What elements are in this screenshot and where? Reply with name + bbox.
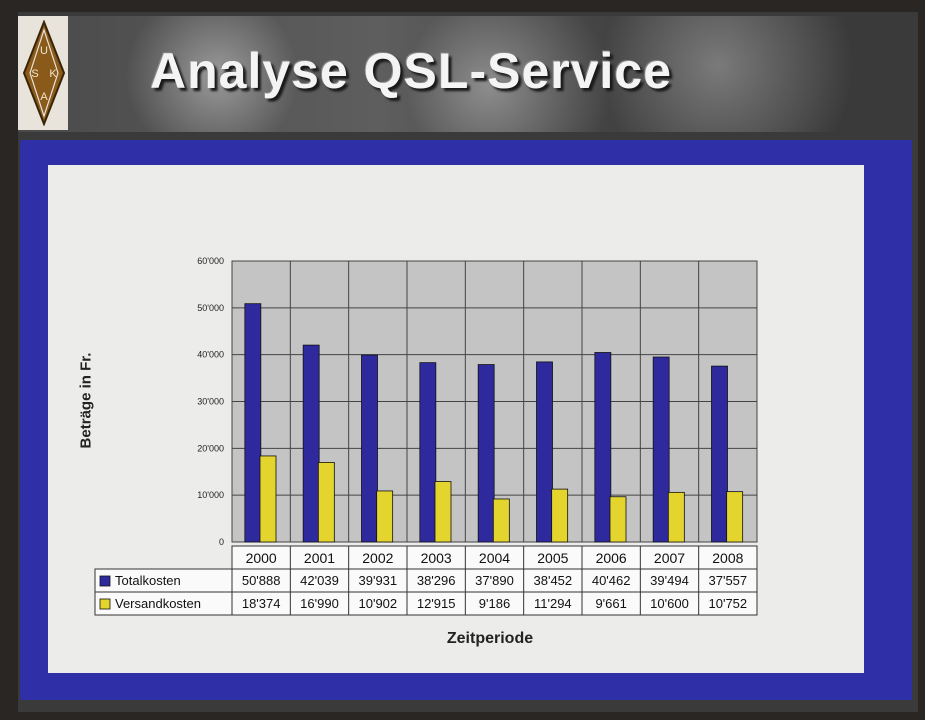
logo-letter: K — [49, 68, 57, 80]
logo-letter: A — [40, 91, 48, 103]
x-tick-label: 2003 — [421, 550, 452, 566]
legend-label: Totalkosten — [115, 573, 181, 588]
x-tick-label: 2000 — [246, 550, 277, 566]
x-tick-label: 2006 — [596, 550, 627, 566]
y-axis-label: Beträge in Fr. — [77, 352, 95, 449]
data-label: 38'452 — [534, 573, 573, 588]
bar-versandkosten-2004 — [492, 498, 510, 543]
bar-versandkosten-2007 — [667, 491, 685, 543]
bar-totalkosten-2008 — [711, 365, 728, 543]
data-label: 39'931 — [359, 573, 398, 588]
bar-totalkosten-2004 — [477, 364, 495, 543]
logo-letter: S — [31, 68, 38, 80]
legend-swatch — [99, 598, 111, 610]
bar-versandkosten-2003 — [434, 481, 452, 543]
data-label: 18'374 — [242, 596, 281, 611]
data-label: 16'990 — [300, 596, 339, 611]
data-label: 9'186 — [479, 596, 510, 611]
y-axis: 0 10'000 20'000 30'000 40'000 50'000 60'000 — [197, 256, 224, 547]
y-tick-label: 20'000 — [197, 443, 224, 453]
data-label: 40'462 — [592, 573, 631, 588]
bar-totalkosten-2002 — [361, 354, 378, 543]
data-label: 10'600 — [650, 596, 689, 611]
logo-letter: U — [40, 45, 48, 57]
x-tick-label: 2008 — [712, 550, 743, 566]
y-tick-label: 60'000 — [197, 256, 224, 266]
data-label: 37'557 — [709, 573, 748, 588]
table-row — [94, 591, 758, 616]
x-tick-label: 2007 — [654, 550, 685, 566]
data-label: 9'661 — [595, 596, 626, 611]
y-tick-label: 10'000 — [197, 490, 224, 500]
data-label: 10'752 — [709, 596, 748, 611]
bar-totalkosten-2006 — [594, 352, 612, 543]
data-label: 42'039 — [300, 573, 339, 588]
data-label: 12'915 — [417, 596, 456, 611]
bar-versandkosten-2006 — [609, 496, 627, 543]
data-label: 38'296 — [417, 573, 456, 588]
bar-versandkosten-2000 — [259, 455, 277, 543]
data-label: 10'902 — [359, 596, 398, 611]
y-tick-label: 50'000 — [197, 303, 224, 313]
uska-logo: U S K A — [22, 20, 66, 126]
bar-versandkosten-2002 — [376, 490, 394, 543]
bar-versandkosten-2005 — [551, 488, 569, 543]
y-tick-label: 0 — [219, 537, 224, 547]
y-tick-label: 30'000 — [197, 397, 224, 407]
x-tick-label: 2002 — [362, 550, 393, 566]
legend-swatch — [99, 575, 111, 587]
data-table: 2000 2001 2002 2003 2004 2005 2006 2007 2008 Tota… — [94, 545, 758, 616]
legend-label: Versandkosten — [115, 596, 201, 611]
x-axis-label: Zeitperiode — [446, 630, 534, 647]
bar-versandkosten-2008 — [726, 491, 744, 543]
bars — [244, 303, 744, 543]
data-label: 39'494 — [650, 573, 689, 588]
bar-totalkosten-2000 — [244, 303, 262, 543]
x-tick-label: 2004 — [479, 550, 510, 566]
data-label: 11'294 — [534, 596, 572, 611]
x-tick-label: 2005 — [537, 550, 568, 566]
slide-title: Analyse QSL-Service — [150, 43, 673, 99]
bar-totalkosten-2003 — [419, 362, 437, 543]
bar-totalkosten-2005 — [536, 361, 553, 543]
bar-versandkosten-2001 — [317, 462, 335, 543]
x-tick-label: 2001 — [304, 550, 335, 566]
y-tick-label: 40'000 — [197, 350, 224, 360]
data-label: 37'890 — [475, 573, 514, 588]
data-label: 50'888 — [242, 573, 281, 588]
bar-totalkosten-2007 — [652, 356, 670, 543]
coin-banner — [18, 16, 918, 132]
bar-totalkosten-2001 — [302, 344, 320, 543]
